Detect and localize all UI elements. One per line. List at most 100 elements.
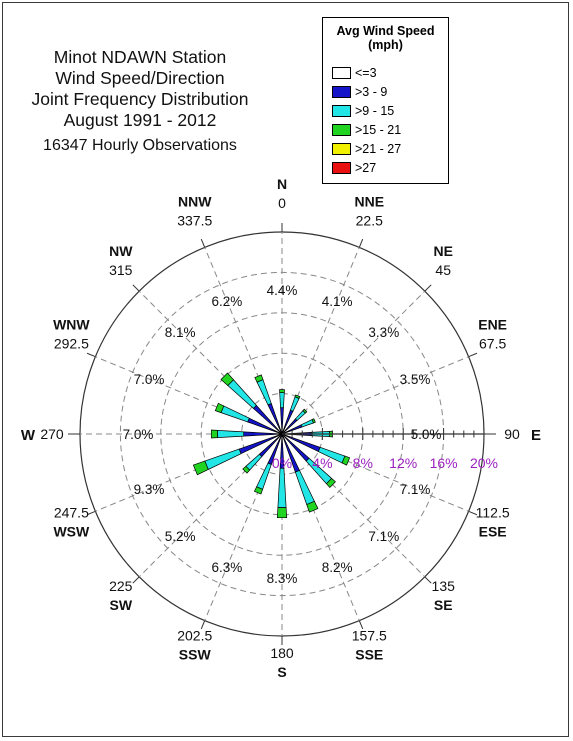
direction-percent-label: 5.0% <box>411 427 442 442</box>
direction-name-label: WSW <box>53 523 90 539</box>
legend-title: Avg Wind Speed (mph) <box>323 24 448 52</box>
direction-percent-label: 4.1% <box>322 294 353 309</box>
bar-segment <box>279 389 285 394</box>
legend-swatch <box>332 105 351 117</box>
legend-label: >15 - 21 <box>355 123 402 137</box>
bar-segment <box>276 507 288 519</box>
legend-item: >27 <box>332 161 447 176</box>
outer-tick <box>86 352 96 358</box>
radial-tick-label: 8% <box>353 455 373 471</box>
direction-degree-label: 315 <box>109 262 133 278</box>
direction-name-label: SW <box>109 597 132 613</box>
direction-name-label: N <box>277 176 287 192</box>
bar-segment <box>220 372 235 387</box>
direction-degree-label: 67.5 <box>479 336 506 352</box>
bars-layer <box>192 372 351 519</box>
bar-segment <box>281 418 298 435</box>
bar-segment <box>242 465 251 474</box>
outer-tick <box>424 576 432 584</box>
direction-name-label: NNE <box>354 193 384 209</box>
direction-degree-label: 202.5 <box>177 628 212 644</box>
radial-tick-label: 0% <box>272 455 292 471</box>
direction-degree-label: 45 <box>435 262 451 278</box>
bar-segment <box>325 477 336 488</box>
legend-item: >21 - 27 <box>332 142 447 157</box>
bar-segment <box>211 429 218 439</box>
bar-segment <box>302 408 308 414</box>
direction-percent-label: 6.3% <box>212 560 243 575</box>
bar-segment <box>220 405 250 423</box>
legend-label: <=3 <box>355 66 377 80</box>
axis-layer <box>68 428 496 440</box>
legend-label: >27 <box>355 161 377 175</box>
direction-name-label: SSE <box>355 647 383 663</box>
bar-segment <box>243 431 283 437</box>
direction-percent-label: 6.2% <box>212 294 243 309</box>
direction-degree-label: 337.5 <box>177 212 212 228</box>
bar-segment <box>254 374 264 383</box>
bar-segment <box>279 392 285 409</box>
legend-label: >3 - 9 <box>355 85 388 99</box>
direction-degree-label: 22.5 <box>356 212 383 228</box>
legend-item: >9 - 15 <box>332 104 447 119</box>
direction-name-label: NNW <box>178 193 212 209</box>
outer-tick <box>200 620 206 630</box>
bar-segment <box>294 394 301 399</box>
direction-name-label: WNW <box>53 317 90 333</box>
bar-segment <box>217 430 245 438</box>
title-line-3: Joint Frequency Distribution <box>31 89 249 109</box>
bar-segment <box>289 396 300 412</box>
legend-swatch <box>332 86 351 98</box>
direction-degree-label: 157.5 <box>352 628 387 644</box>
direction-percent-label: 3.5% <box>400 372 431 387</box>
bar-segment <box>214 402 225 414</box>
legend-item: >3 - 9 <box>332 85 447 100</box>
direction-degree-label: 225 <box>109 578 133 594</box>
outer-tick <box>200 238 206 248</box>
direction-degree-label: 270 <box>40 426 64 442</box>
legend-label: >9 - 15 <box>355 104 395 118</box>
outer-tick <box>358 238 364 248</box>
legend-item: <=3 <box>332 66 447 81</box>
direction-percent-label: 7.1% <box>400 482 431 497</box>
direction-percent-label: 8.2% <box>322 560 353 575</box>
direction-name-label: SSW <box>179 647 212 663</box>
direction-percent-label: 4.4% <box>267 283 298 298</box>
direction-percent-label: 7.0% <box>134 372 165 387</box>
legend-item: >15 - 21 <box>332 123 447 138</box>
direction-percent-label: 8.3% <box>267 571 298 586</box>
direction-percent-label: 3.3% <box>368 325 399 340</box>
radial-tick-label: 16% <box>430 455 458 471</box>
direction-degree-label: 292.5 <box>54 336 89 352</box>
outer-tick <box>424 284 432 292</box>
legend: Avg Wind Speed (mph) <=3 >3 - 9 >9 - 15 >15… <box>322 17 449 184</box>
bar-segment <box>294 469 315 506</box>
bar-segment <box>252 404 283 435</box>
chart-title: Minot NDAWN Station Wind Speed/Direction… <box>20 47 260 156</box>
outer-tick <box>468 352 478 358</box>
direction-name-label: ENE <box>478 317 507 333</box>
bar-segment <box>253 486 264 495</box>
direction-name-label: SE <box>434 597 453 613</box>
legend-swatch <box>332 124 351 136</box>
title-line-4: August 1991 - 2012 <box>63 110 217 130</box>
direction-percent-label: 8.1% <box>165 325 196 340</box>
bar-segment <box>192 460 209 476</box>
bar-segment <box>204 448 242 470</box>
bar-segment <box>227 379 257 409</box>
outer-tick <box>358 620 364 630</box>
radial-tick-label: 20% <box>470 455 498 471</box>
bar-segment <box>341 455 351 466</box>
grid-spoke <box>281 290 426 435</box>
radial-tick-label: 4% <box>312 455 332 471</box>
direction-degree-label: 0 <box>278 195 286 211</box>
direction-name-label: NW <box>109 243 133 259</box>
direction-percent-label: 7.1% <box>368 529 399 544</box>
title-line-1: Minot NDAWN Station <box>53 47 227 67</box>
direction-name-label: S <box>277 664 286 680</box>
direction-percent-label: 7.0% <box>123 427 154 442</box>
bar-segment <box>256 462 272 490</box>
legend-title-line-2: (mph) <box>368 38 403 52</box>
outer-tick <box>86 510 96 516</box>
